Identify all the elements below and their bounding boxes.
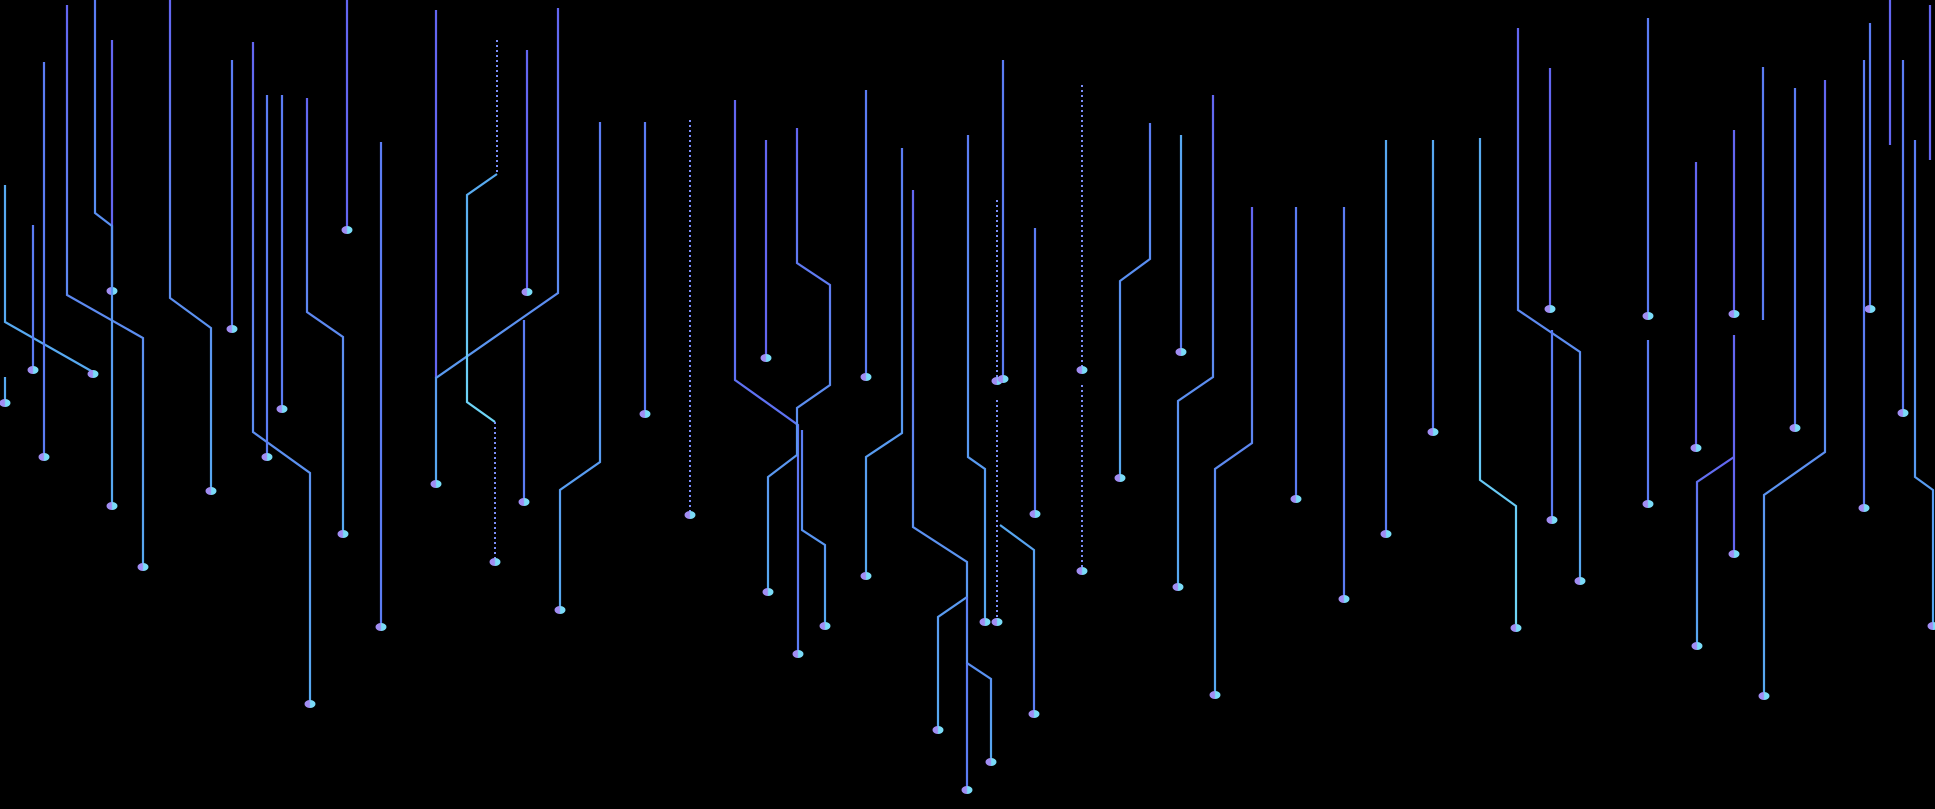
node-dot (276, 405, 288, 413)
node-dot (521, 288, 533, 296)
circuit-trace (1118, 123, 1152, 476)
node-dot (1029, 510, 1041, 518)
circuit-trace (733, 100, 800, 652)
node-dot (762, 588, 774, 596)
circuit-trace (864, 148, 904, 574)
node-dot (489, 558, 501, 566)
circuit-trace (1213, 207, 1254, 693)
node-dot (518, 498, 530, 506)
circuit-trace (966, 135, 987, 620)
node-dot (991, 618, 1003, 626)
circuit-trace (305, 98, 345, 532)
circuit-trace (1913, 140, 1935, 624)
node-dot (337, 530, 349, 538)
circuit-trace (465, 173, 498, 423)
node-dot (1789, 424, 1801, 432)
node-dot (38, 453, 50, 461)
node-dot (1758, 692, 1770, 700)
circuit-trace (251, 42, 312, 702)
node-dot (1544, 305, 1556, 313)
node-dot (1076, 366, 1088, 374)
circuit-trace (800, 430, 827, 624)
node-dot (1690, 444, 1702, 452)
node-dot (860, 572, 872, 580)
node-dot (1427, 428, 1439, 436)
node-dot (1175, 348, 1187, 356)
circuit-trace (965, 597, 993, 760)
node-dot (430, 480, 442, 488)
circuit-trace (766, 128, 832, 590)
node-dot (87, 370, 99, 378)
node-dot (106, 502, 118, 510)
circuit-trace (65, 5, 145, 565)
circuit-trace (434, 8, 560, 482)
node-dot (0, 399, 11, 407)
node-dot (1864, 305, 1876, 313)
node-dot (1209, 691, 1221, 699)
node-dot (1338, 595, 1350, 603)
node-dot (1114, 474, 1126, 482)
node-dot (1510, 624, 1522, 632)
node-dot (684, 511, 696, 519)
node-dot (1076, 567, 1088, 575)
node-dot (261, 453, 273, 461)
node-dot (1927, 622, 1935, 630)
node-dot (341, 226, 353, 234)
node-dot (1172, 583, 1184, 591)
node-dot (1691, 642, 1703, 650)
node-dot (304, 700, 316, 708)
node-dot (1728, 310, 1740, 318)
node-dot (1858, 504, 1870, 512)
circuit-trace (1516, 28, 1582, 579)
node-dot (639, 410, 651, 418)
node-dot (554, 606, 566, 614)
node-dot (961, 786, 973, 794)
circuit-trace (911, 190, 969, 728)
node-dot (792, 650, 804, 658)
node-dot (985, 758, 997, 766)
node-dot (1642, 312, 1654, 320)
node-dot (1546, 516, 1558, 524)
node-dot (1290, 495, 1302, 503)
circuit-trace (1762, 80, 1827, 694)
node-dot (860, 373, 872, 381)
node-dot (997, 375, 1009, 383)
node-dot (819, 622, 831, 630)
circuit-trace (168, 0, 213, 489)
circuit-trace (93, 0, 114, 504)
node-dot (375, 623, 387, 631)
circuit-trace (1478, 138, 1518, 626)
node-dot (1897, 409, 1909, 417)
circuit-trace (1695, 456, 1735, 644)
node-dot (1574, 577, 1586, 585)
circuit-trace (999, 524, 1036, 712)
node-dot (1028, 710, 1040, 718)
circuit-trace (3, 185, 94, 373)
node-dot (137, 563, 149, 571)
node-dot (1380, 530, 1392, 538)
node-dot (760, 354, 772, 362)
node-dot (1642, 500, 1654, 508)
node-dot (205, 487, 217, 495)
circuit-trace (1176, 95, 1215, 585)
node-dot (226, 325, 238, 333)
circuit-trace (558, 122, 602, 608)
node-dot (1728, 550, 1740, 558)
node-dot (979, 618, 991, 626)
node-dot (27, 366, 39, 374)
node-dot (932, 726, 944, 734)
